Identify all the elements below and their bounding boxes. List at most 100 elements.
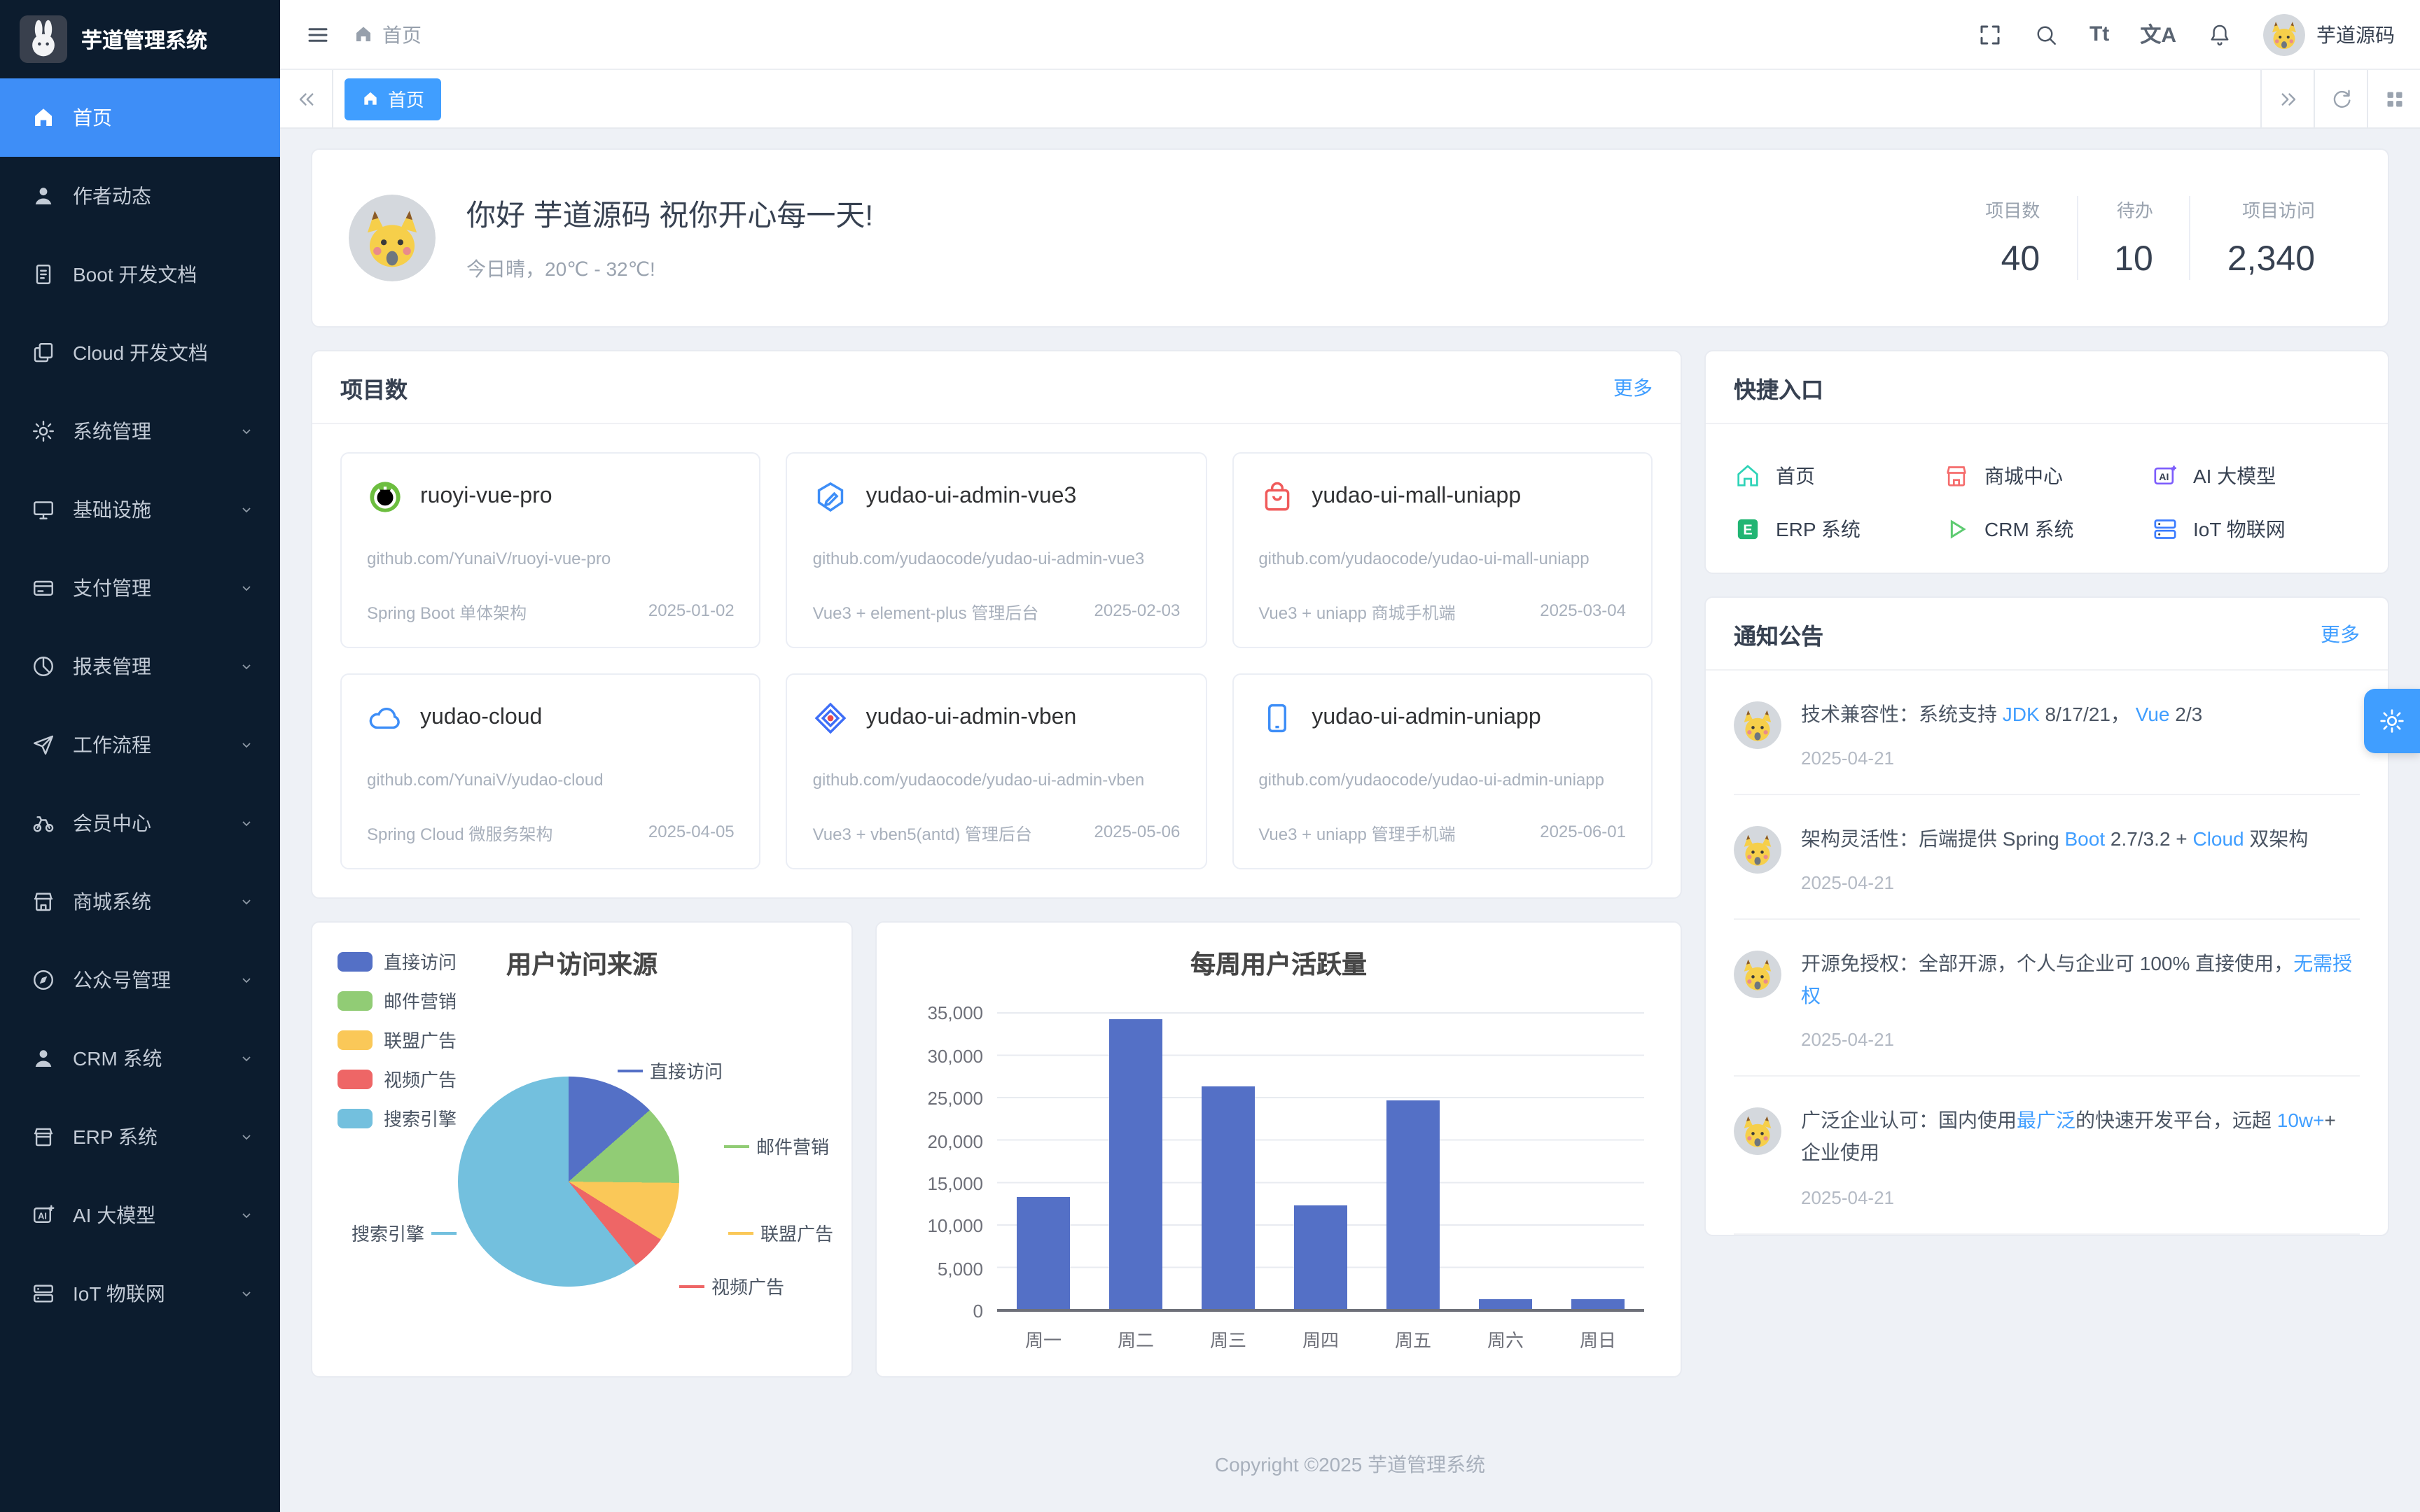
legend-chip xyxy=(338,1108,373,1128)
bar-plot xyxy=(997,1012,1644,1312)
bar-mon xyxy=(1017,1197,1070,1310)
bell-icon xyxy=(2207,22,2232,47)
project-card-yudao-ui-admin-uniapp[interactable]: yudao-ui-admin-uniapp github.com/yudaoco… xyxy=(1232,673,1653,870)
quick-entry-erp[interactable]: ERP 系统 xyxy=(1734,503,1942,556)
quick-entry-ai[interactable]: AI 大模型 xyxy=(2151,449,2360,503)
fullscreen-icon xyxy=(1977,22,2003,47)
pie xyxy=(458,1077,679,1287)
notice-item-jdk[interactable]: 技术兼容性：系统支持 JDK 8/17/21， Vue 2/3 2025-04-… xyxy=(1734,671,2360,796)
notice-date: 2025-04-21 xyxy=(1801,1029,1894,1051)
legend-item[interactable]: 直接访问 xyxy=(338,948,457,975)
app-title: 芋道管理系统 xyxy=(81,29,208,52)
user-avatar xyxy=(2263,13,2305,55)
server-icon xyxy=(2151,515,2179,543)
gear-icon xyxy=(2378,707,2406,735)
sidebar-item-author[interactable]: 作者动态 xyxy=(0,157,280,235)
pie-legend: 直接访问 邮件营销 联盟广告 xyxy=(338,948,457,1144)
notice-avatar xyxy=(1734,826,1781,874)
sidebar-item-mall[interactable]: 商城系统 xyxy=(0,862,280,941)
tab-home[interactable]: 首页 xyxy=(345,78,442,120)
fullscreen-button[interactable] xyxy=(1977,22,2003,47)
project-card-yudao-ui-admin-vben[interactable]: yudao-ui-admin-vben github.com/yudaocode… xyxy=(786,673,1207,870)
sidebar-item-crm[interactable]: CRM 系统 xyxy=(0,1019,280,1098)
payment-icon xyxy=(31,575,56,601)
notice-text: 架构灵活性：后端提供 Spring Boot 2.7/3.2 + Cloud 双… xyxy=(1801,827,2309,850)
breadcrumb[interactable]: 首页 xyxy=(353,20,422,48)
legend-item[interactable]: 视频广告 xyxy=(338,1066,457,1093)
legend-item[interactable]: 邮件营销 xyxy=(338,988,457,1014)
search-button[interactable] xyxy=(2033,22,2059,47)
notice-item-arch[interactable]: 架构灵活性：后端提供 Spring Boot 2.7/3.2 + Cloud 双… xyxy=(1734,795,2360,920)
notice-text: 开源免授权：全部开源，个人与企业可 100% 直接使用，无需授权 xyxy=(1801,952,2353,1007)
sidebar-item-home[interactable]: 首页 xyxy=(0,78,280,157)
pie-label-video: 视频广告 xyxy=(679,1273,784,1300)
sidebar-item-iot[interactable]: IoT 物联网 xyxy=(0,1254,280,1333)
projects-title: 项目数 xyxy=(340,379,408,402)
chevron-down-icon xyxy=(238,972,255,988)
project-card-yudao-ui-admin-vue3[interactable]: yudao-ui-admin-vue3 github.com/yudaocode… xyxy=(786,452,1207,649)
quick-entry-mall[interactable]: 商城中心 xyxy=(1942,449,2151,503)
ai-icon xyxy=(2151,462,2179,490)
quick-entry-crm[interactable]: CRM 系统 xyxy=(1942,503,2151,556)
sidebar-item-boot-docs[interactable]: Boot 开发文档 xyxy=(0,235,280,314)
bar-wed xyxy=(1202,1086,1255,1310)
notices-more-link[interactable]: 更多 xyxy=(2321,622,2360,645)
banner-stats: 项目数 40 待办 10 项目访问 2,340 xyxy=(1949,196,2351,280)
notification-button[interactable] xyxy=(2207,22,2232,47)
user-menu[interactable]: 芋道源码 xyxy=(2263,13,2395,55)
tabs-scroll-left-button[interactable] xyxy=(280,70,333,127)
collapse-menu-button[interactable] xyxy=(305,22,331,47)
home-icon xyxy=(353,24,374,45)
notice-date: 2025-04-21 xyxy=(1801,1186,1894,1208)
report-icon xyxy=(31,654,56,679)
breadcrumb-label: 首页 xyxy=(382,23,422,46)
chevron-down-icon xyxy=(238,1050,255,1067)
settings-drawer-button[interactable] xyxy=(2364,689,2420,753)
notice-item-license[interactable]: 开源免授权：全部开源，个人与企业可 100% 直接使用，无需授权 2025-04… xyxy=(1734,920,2360,1077)
tabs-scroll-right-button[interactable] xyxy=(2260,70,2314,127)
sidebar-item-official-account[interactable]: 公众号管理 xyxy=(0,941,280,1019)
quick-entry-iot[interactable]: IoT 物联网 xyxy=(2151,503,2360,556)
refresh-tab-button[interactable] xyxy=(2314,70,2367,127)
sidebar-item-cloud-docs[interactable]: Cloud 开发文档 xyxy=(0,314,280,392)
chevron-down-icon xyxy=(238,1207,255,1224)
font-size-button[interactable]: Tt xyxy=(2089,22,2109,46)
projects-grid: ruoyi-vue-pro github.com/YunaiV/ruoyi-vu… xyxy=(312,424,1681,898)
pie-label-search: 搜索引擎 xyxy=(352,1220,457,1247)
grid-icon xyxy=(2381,86,2407,111)
tab-layout-button[interactable] xyxy=(2367,70,2420,127)
project-card-ruoyi-vue-pro[interactable]: ruoyi-vue-pro github.com/YunaiV/ruoyi-vu… xyxy=(340,452,761,649)
weather-text: 今日晴，20℃ - 32℃! xyxy=(466,258,655,280)
home-icon xyxy=(1734,462,1762,490)
projects-more-link[interactable]: 更多 xyxy=(1613,376,1653,398)
sidebar-item-system[interactable]: 系统管理 xyxy=(0,392,280,470)
sidebar-item-ai[interactable]: AI 大模型 xyxy=(0,1176,280,1254)
sidebar-item-report[interactable]: 报表管理 xyxy=(0,627,280,706)
chevron-down-icon xyxy=(238,1128,255,1145)
sidebar-item-workflow[interactable]: 工作流程 xyxy=(0,706,280,784)
language-button[interactable]: 文A xyxy=(2140,20,2176,49)
quick-entry-home[interactable]: 首页 xyxy=(1734,449,1942,503)
chevron-down-icon xyxy=(238,1285,255,1302)
sidebar-item-infra[interactable]: 基础设施 xyxy=(0,470,280,549)
notice-item-adoption[interactable]: 广泛企业认可：国内使用最广泛的快速开发平台，远超 10w++ 企业使用 2025… xyxy=(1734,1077,2360,1235)
sidebar-item-erp[interactable]: ERP 系统 xyxy=(0,1098,280,1176)
quick-entry-grid: 首页 商城中心 AI 大模型 xyxy=(1706,424,2388,573)
notice-avatar xyxy=(1734,1108,1781,1156)
chevron-down-icon xyxy=(238,736,255,753)
main-shell: 首页 Tt 文A xyxy=(280,0,2420,1512)
legend-item[interactable]: 搜索引擎 xyxy=(338,1105,457,1132)
server-icon xyxy=(31,1281,56,1306)
project-card-yudao-ui-mall-uniapp[interactable]: yudao-ui-mall-uniapp github.com/yudaocod… xyxy=(1232,452,1653,649)
legend-item[interactable]: 联盟广告 xyxy=(338,1027,457,1054)
app-logo[interactable]: 芋道管理系统 xyxy=(0,0,280,78)
sidebar-item-payment[interactable]: 支付管理 xyxy=(0,549,280,627)
shop-icon xyxy=(31,889,56,914)
project-card-yudao-cloud[interactable]: yudao-cloud github.com/YunaiV/yudao-clou… xyxy=(340,673,761,870)
sidebar-item-member[interactable]: 会员中心 xyxy=(0,784,280,862)
notices-title: 通知公告 xyxy=(1734,625,1824,649)
bar-fri xyxy=(1386,1100,1440,1310)
bike-icon xyxy=(31,811,56,836)
user-name: 芋道源码 xyxy=(2316,23,2395,46)
